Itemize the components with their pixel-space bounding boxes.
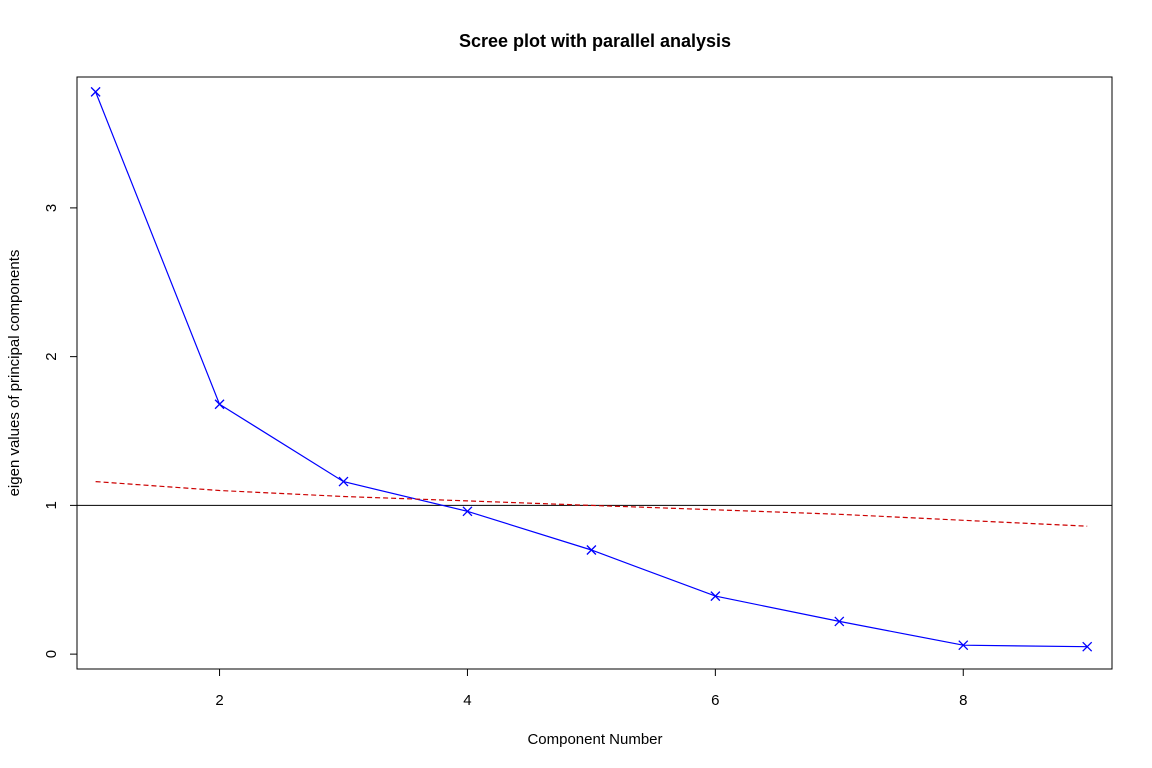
plot-layer <box>77 86 1112 652</box>
data-point-actual <box>338 476 349 487</box>
y-tick-label: 3 <box>43 204 60 212</box>
y-tick-label: 1 <box>43 501 60 509</box>
plot-area-border <box>76 76 1113 670</box>
x-tick-label: 6 <box>711 692 719 709</box>
data-point-actual <box>586 545 597 555</box>
x-tick-label: 2 <box>215 692 223 709</box>
x-tick-label: 4 <box>463 692 471 709</box>
data-point-actual <box>462 506 473 517</box>
y-axis-label: eigen values of principal components <box>6 250 23 497</box>
data-point-actual <box>214 399 225 410</box>
data-point-actual <box>958 640 969 651</box>
data-point-actual <box>710 591 721 602</box>
data-point-marker-stroke <box>958 640 969 651</box>
x-axis: 2 4 6 8 <box>215 668 967 709</box>
data-point-marker-stroke <box>586 545 597 555</box>
x-tick-label: 8 <box>959 692 967 709</box>
data-point-marker-stroke <box>90 86 101 97</box>
data-point-marker-stroke <box>214 399 225 410</box>
y-tick-label: 2 <box>43 352 60 360</box>
data-point-marker-stroke <box>710 591 721 602</box>
data-point-marker-stroke <box>1082 641 1093 652</box>
series-line-simulated <box>95 481 1088 527</box>
data-point-actual <box>834 616 845 627</box>
data-point-marker-stroke <box>338 476 349 487</box>
series-line-actual <box>95 91 1088 648</box>
data-point-actual <box>90 86 101 97</box>
data-point-marker-stroke <box>834 616 845 627</box>
x-axis-label: Component Number <box>527 731 662 748</box>
y-tick-label: 0 <box>43 650 60 658</box>
data-point-actual <box>1082 641 1093 652</box>
data-point-marker-stroke <box>462 506 473 517</box>
chart-title: Scree plot with parallel analysis <box>459 31 731 51</box>
y-axis: 0 1 2 3 <box>43 204 78 658</box>
